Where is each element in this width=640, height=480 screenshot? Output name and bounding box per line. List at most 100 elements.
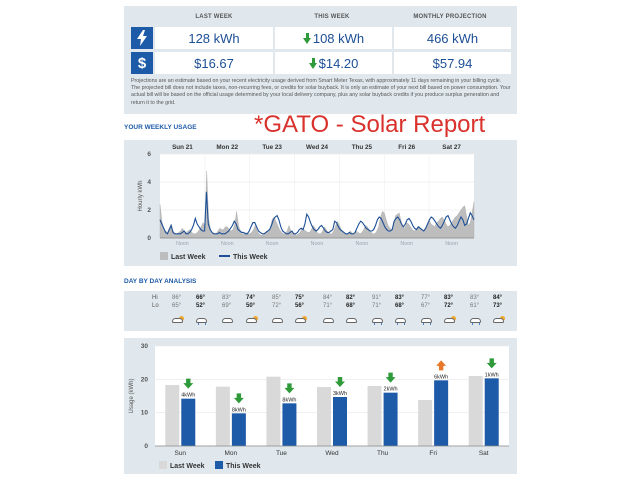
bar-category-label: Fri [429, 450, 437, 457]
temp-low: 67° [421, 303, 431, 309]
weekly-usage-chart: 0 2 4 6 Hourly kWh Sun 21 Noon Mon 22 Noon Tue 23… [124, 140, 517, 266]
x-noon-label: Noon [400, 241, 413, 247]
y-tick-label: 2 [147, 207, 151, 214]
x-noon-label: Noon [356, 241, 369, 247]
header-this-week: THIS WEEK [314, 14, 350, 20]
daily-usage-chart: 0 10 20 30 Usage (kWh) Sun 4kWh Mon 8kWh Tue 8kWh W… [124, 338, 517, 474]
temp-low: 71° [372, 303, 382, 309]
weekly-usage-svg: 0 2 4 6 Hourly kWh Sun 21 Noon Mon 22 Noon Tue 23… [138, 144, 475, 261]
partly-cloudy-icon [443, 316, 457, 325]
temp-last-week: 83° 69° [222, 294, 248, 310]
bar-this-week [282, 403, 297, 446]
temp-low: 68° [346, 303, 356, 309]
temp-low: 56° [295, 303, 305, 309]
projection-disclaimer: Projections are an estimate based on you… [131, 78, 511, 106]
change-label: 1kWh [485, 372, 499, 378]
down-arrow-icon [335, 377, 345, 387]
temp-low: 61° [470, 303, 480, 309]
x-day-label: Sat 27 [442, 144, 461, 151]
bar-legend-this-week-label: This Week [226, 463, 261, 470]
lo-label: Lo [152, 303, 159, 309]
rain-icon [394, 316, 408, 325]
y-axis-label: Hourly kWh [138, 180, 144, 211]
bar-this-week [231, 413, 246, 446]
header-last-week: LAST WEEK [195, 14, 233, 20]
bar-category-label: Sun [174, 450, 186, 457]
legend-this-week-label: This Week [233, 254, 268, 261]
temp-last-week: 77° 67° [421, 294, 447, 310]
temp-last-week: 86° 65° [172, 294, 198, 310]
down-arrow-icon [233, 393, 244, 404]
energy-row: 128 kWh 108 kWh 466 kWh [131, 27, 511, 49]
x-noon-label: Noon [445, 241, 458, 247]
header-monthly-projection: MONTHLY PROJECTION [413, 14, 487, 20]
rain-icon [195, 316, 209, 325]
temp-low: 73° [493, 303, 503, 309]
rain-icon [420, 316, 434, 325]
cloudy-icon [221, 316, 235, 325]
temp-high: 91° [372, 295, 382, 301]
temp-low: 69° [222, 303, 232, 309]
x-day-label: Wed 24 [306, 144, 328, 151]
bar-this-week [484, 378, 499, 446]
change-label: 2kWh [384, 387, 398, 393]
x-day-label: Fri 26 [398, 144, 415, 151]
temp-high: 84° [493, 295, 503, 301]
x-day-label: Tue 23 [262, 144, 282, 151]
bar-y-tick-label: 30 [141, 343, 149, 350]
bar-this-week [434, 380, 449, 446]
lightning-icon [131, 27, 153, 49]
temp-low: 50° [246, 303, 256, 309]
down-arrow-icon [183, 378, 194, 389]
energy-this-week-value: 108 kWh [312, 30, 365, 46]
change-label: 6kWh [434, 374, 448, 380]
partly-cloudy-icon [171, 316, 185, 325]
bar-y-axis-label: Usage (kWh) [129, 378, 135, 413]
hi-label: Hi [152, 295, 158, 301]
temp-high: 66° [196, 295, 206, 301]
temp-this-week: 84° 73° [493, 294, 519, 310]
dollar-icon: $ [131, 52, 153, 74]
cloudy-icon [322, 316, 336, 325]
weekly-usage-title: YOUR WEEKLY USAGE [124, 124, 197, 131]
bar-legend-last-week-swatch [159, 461, 167, 469]
legend-last-week-label: Last Week [171, 254, 206, 261]
rain-icon [371, 316, 385, 325]
legend-last-week-swatch [160, 252, 168, 260]
temp-last-week: 83° 61° [470, 294, 496, 310]
summary-panel: LAST WEEK THIS WEEK MONTHLY PROJECTION 1… [124, 6, 517, 114]
overlay-report-title: *GATO - Solar Report [254, 111, 486, 138]
bar-category-label: Wed [325, 450, 339, 457]
temp-this-week: 82° 68° [346, 294, 372, 310]
bar-plot-area [155, 346, 509, 446]
temp-high: 86° [172, 295, 182, 301]
cost-last-week: $16.67 [155, 52, 273, 74]
change-label: 4kWh [181, 393, 195, 399]
temp-this-week: 75° 56° [295, 294, 321, 310]
bar-category-label: Mon [225, 450, 238, 457]
temp-this-week: 66° 52° [196, 294, 222, 310]
bar-y-tick-label: 10 [141, 410, 149, 417]
bar-last-week [215, 386, 230, 446]
bar-last-week [418, 400, 433, 446]
temp-high: 83° [395, 295, 405, 301]
temp-low: 72° [444, 303, 454, 309]
down-arrow-icon [486, 358, 497, 369]
x-day-label: Mon 22 [216, 144, 238, 151]
x-noon-label: Noon [221, 241, 234, 247]
temp-last-week: 84° 71° [323, 294, 349, 310]
bar-y-tick-label: 20 [141, 376, 149, 383]
bar-last-week [317, 387, 331, 446]
bar-this-week [333, 397, 347, 446]
temp-high: 85° [272, 295, 282, 301]
bar-category-label: Thu [377, 450, 389, 457]
x-day-label: Sun 21 [172, 144, 193, 151]
bar-this-week [383, 392, 398, 446]
y-tick-label: 4 [147, 179, 151, 186]
bar-last-week [468, 376, 483, 446]
bar-last-week [266, 376, 281, 446]
temp-low: 68° [395, 303, 405, 309]
partly-cloudy-icon [492, 316, 506, 325]
weather-forecast: Hi Lo 86° 65° 66° 52° 83° 69° 74° 50° 85° 72° 75° 5… [124, 291, 517, 331]
temp-low: 72° [272, 303, 282, 309]
